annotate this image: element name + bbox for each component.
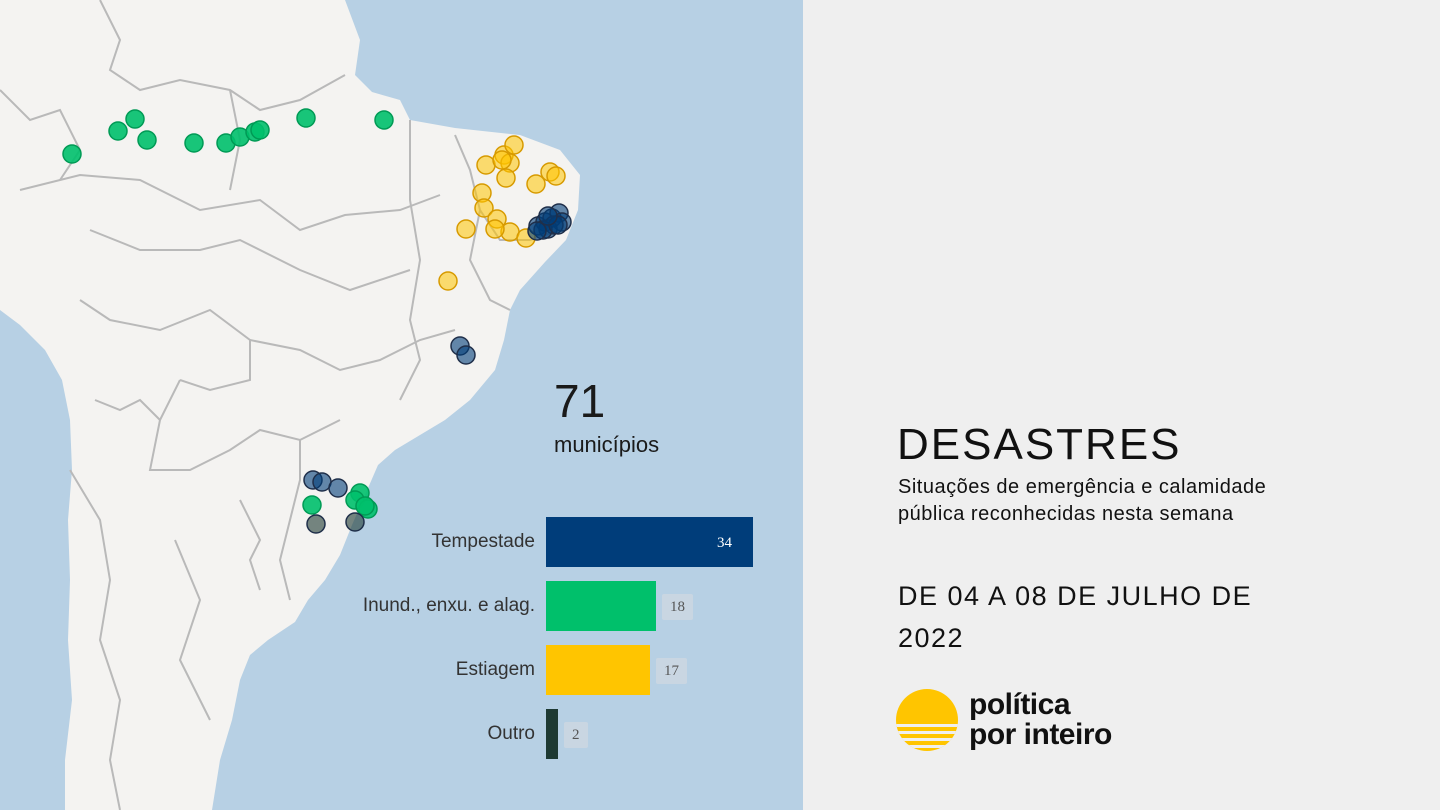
map-marker[interactable] — [374, 110, 394, 130]
border-line — [94, 398, 161, 421]
map-marker[interactable] — [492, 150, 512, 170]
border-line — [79, 299, 251, 392]
map-marker[interactable] — [527, 221, 547, 241]
map-marker[interactable] — [184, 133, 204, 153]
map-marker[interactable] — [456, 219, 476, 239]
legend-value-badge: 17 — [656, 658, 687, 684]
map-marker[interactable] — [538, 206, 558, 226]
legend-bar — [546, 709, 558, 759]
legend-value-badge: 2 — [564, 722, 588, 748]
border-line — [468, 209, 511, 311]
map-marker[interactable] — [345, 512, 365, 532]
panel-subtitle: Situações de emergência e calamidade púb… — [898, 476, 1267, 525]
map-marker[interactable] — [137, 130, 157, 150]
border-line — [174, 539, 211, 721]
map-marker[interactable] — [456, 345, 476, 365]
map-panel: 71 municípios Tempestade 34 Inund., enxu. … — [0, 0, 803, 810]
brand-line-2: por inteiro — [969, 718, 1112, 751]
map-marker[interactable] — [474, 198, 494, 218]
border-line — [249, 329, 456, 372]
map-marker[interactable] — [476, 155, 496, 175]
legend-label: Tempestade — [431, 531, 535, 552]
map-marker[interactable] — [108, 121, 128, 141]
total-unit-label: municípios — [554, 432, 660, 457]
map-marker[interactable] — [526, 174, 546, 194]
map-marker[interactable] — [306, 514, 326, 534]
map-marker[interactable] — [438, 271, 458, 291]
brand-sun-logo — [896, 689, 958, 751]
border-line — [89, 229, 411, 292]
map-marker[interactable] — [296, 108, 316, 128]
border-line — [399, 120, 422, 401]
map-marker[interactable] — [504, 135, 524, 155]
legend-value-badge: 34 — [717, 535, 732, 551]
border-line — [69, 469, 122, 810]
map-marker[interactable] — [62, 144, 82, 164]
marker-layer — [62, 108, 572, 534]
legend-bar — [546, 645, 650, 695]
border-line — [239, 499, 262, 591]
legend-bar — [546, 517, 753, 567]
map-marker[interactable] — [302, 495, 322, 515]
brand-line-1: política — [969, 688, 1071, 721]
panel-title: DESASTRES — [897, 420, 1182, 469]
map-marker[interactable] — [125, 109, 145, 129]
border-line — [19, 173, 441, 232]
date-range: DE 04 A 08 DE JULHO DE 2022 — [898, 581, 1253, 653]
legend-label: Inund., enxu. e alag. — [362, 595, 535, 616]
map-marker[interactable] — [496, 168, 516, 188]
map-marker[interactable] — [250, 120, 270, 140]
total-count: 71 — [554, 375, 606, 427]
map-marker[interactable] — [546, 166, 566, 186]
legend-label: Outro — [487, 723, 535, 744]
map-marker[interactable] — [355, 496, 375, 516]
map-marker[interactable] — [485, 219, 505, 239]
brand-wordmark: política por inteiro — [969, 690, 1112, 750]
brazil-map — [0, 0, 580, 810]
coast-chile — [0, 330, 66, 810]
map-marker[interactable] — [328, 478, 348, 498]
south-america-landmass — [0, 0, 580, 810]
legend-label: Estiagem — [455, 659, 535, 680]
border-line — [99, 0, 346, 112]
land-area — [0, 0, 580, 810]
legend-bar — [546, 581, 656, 631]
legend-value-badge: 18 — [662, 594, 693, 620]
info-panel: DESASTRES Situações de emergência e cala… — [803, 0, 1440, 810]
border-line — [148, 379, 341, 471]
border-line — [278, 440, 301, 601]
